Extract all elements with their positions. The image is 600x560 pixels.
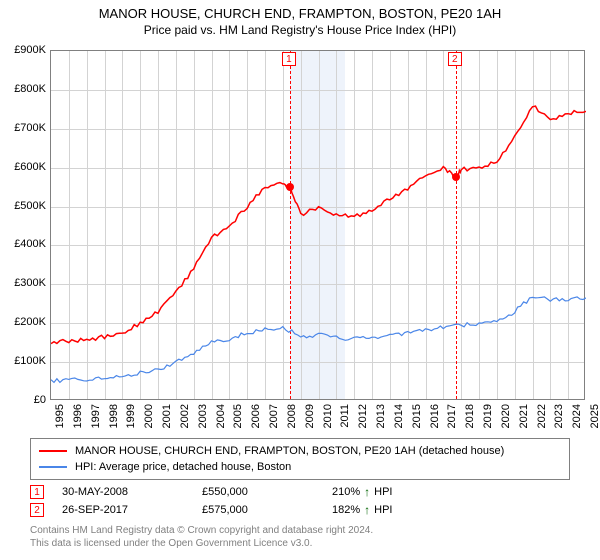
y-tick-label: £900K: [0, 44, 46, 56]
x-tick-label: 2024: [571, 404, 583, 428]
sale-marker-box: 2: [30, 503, 44, 517]
x-tick-label: 2022: [536, 404, 548, 428]
sale-point-dot: [286, 183, 294, 191]
arrow-up-icon: ↑: [364, 485, 370, 499]
y-tick-label: £0: [0, 394, 46, 406]
arrow-up-icon: ↑: [364, 503, 370, 517]
x-tick-label: 2001: [161, 404, 173, 428]
sale-date: 26-SEP-2017: [62, 504, 202, 516]
sale-price: £575,000: [202, 504, 332, 516]
y-tick-label: £800K: [0, 83, 46, 95]
y-tick-label: £100K: [0, 355, 46, 367]
x-tick-label: 2011: [339, 404, 351, 428]
x-tick-label: 2021: [518, 404, 530, 428]
x-tick-label: 2010: [322, 404, 334, 428]
legend-label: HPI: Average price, detached house, Bost…: [75, 461, 291, 473]
footer: Contains HM Land Registry data © Crown c…: [30, 524, 570, 550]
x-tick-label: 2014: [393, 404, 405, 428]
x-tick-label: 2004: [215, 404, 227, 428]
legend-label: MANOR HOUSE, CHURCH END, FRAMPTON, BOSTO…: [75, 445, 504, 457]
x-tick-label: 2005: [232, 404, 244, 428]
sale-hpi: 210% ↑ HPI: [332, 485, 452, 499]
x-tick-label: 2016: [429, 404, 441, 428]
chart-container: MANOR HOUSE, CHURCH END, FRAMPTON, BOSTO…: [0, 0, 600, 560]
x-tick-label: 2000: [143, 404, 155, 428]
x-tick-label: 2025: [589, 404, 600, 428]
sale-marker-box: 1: [282, 52, 296, 66]
x-tick-label: 1995: [54, 404, 66, 428]
x-tick-label: 2003: [197, 404, 209, 428]
chart-title: MANOR HOUSE, CHURCH END, FRAMPTON, BOSTO…: [0, 0, 600, 21]
sale-marker-box: 1: [30, 485, 44, 499]
x-tick-label: 2013: [375, 404, 387, 428]
x-tick-label: 1996: [72, 404, 84, 428]
x-tick-label: 1998: [108, 404, 120, 428]
y-tick-label: £400K: [0, 238, 46, 250]
legend-row: HPI: Average price, detached house, Bost…: [39, 459, 561, 475]
sale-price: £550,000: [202, 486, 332, 498]
x-tick-label: 2023: [553, 404, 565, 428]
x-tick-label: 2017: [446, 404, 458, 428]
x-tick-label: 1999: [125, 404, 137, 428]
y-tick-label: £300K: [0, 277, 46, 289]
legend-swatch: [39, 466, 67, 468]
y-tick-label: £200K: [0, 316, 46, 328]
chart-subtitle: Price paid vs. HM Land Registry's House …: [0, 21, 600, 37]
x-tick-label: 2015: [411, 404, 423, 428]
x-tick-label: 2008: [286, 404, 298, 428]
sale-marker-box: 2: [448, 52, 462, 66]
chart-plot-area: [50, 50, 585, 400]
sales-row: 1 30-MAY-2008 £550,000 210% ↑ HPI: [30, 483, 570, 501]
sale-date: 30-MAY-2008: [62, 486, 202, 498]
footer-line: Contains HM Land Registry data © Crown c…: [30, 524, 570, 537]
y-tick-label: £600K: [0, 161, 46, 173]
x-tick-label: 2006: [250, 404, 262, 428]
x-tick-label: 2018: [464, 404, 476, 428]
x-tick-label: 1997: [90, 404, 102, 428]
y-tick-label: £500K: [0, 200, 46, 212]
sales-table: 1 30-MAY-2008 £550,000 210% ↑ HPI 2 26-S…: [30, 483, 570, 519]
legend: MANOR HOUSE, CHURCH END, FRAMPTON, BOSTO…: [30, 438, 570, 480]
sale-point-dot: [452, 173, 460, 181]
sale-hpi: 182% ↑ HPI: [332, 503, 452, 517]
x-tick-label: 2019: [482, 404, 494, 428]
x-tick-label: 2002: [179, 404, 191, 428]
x-tick-label: 2007: [268, 404, 280, 428]
legend-row: MANOR HOUSE, CHURCH END, FRAMPTON, BOSTO…: [39, 443, 561, 459]
sales-row: 2 26-SEP-2017 £575,000 182% ↑ HPI: [30, 501, 570, 519]
x-tick-label: 2012: [357, 404, 369, 428]
x-tick-label: 2009: [304, 404, 316, 428]
x-tick-label: 2020: [500, 404, 512, 428]
legend-swatch: [39, 450, 67, 452]
footer-line: This data is licensed under the Open Gov…: [30, 537, 570, 550]
y-tick-label: £700K: [0, 122, 46, 134]
